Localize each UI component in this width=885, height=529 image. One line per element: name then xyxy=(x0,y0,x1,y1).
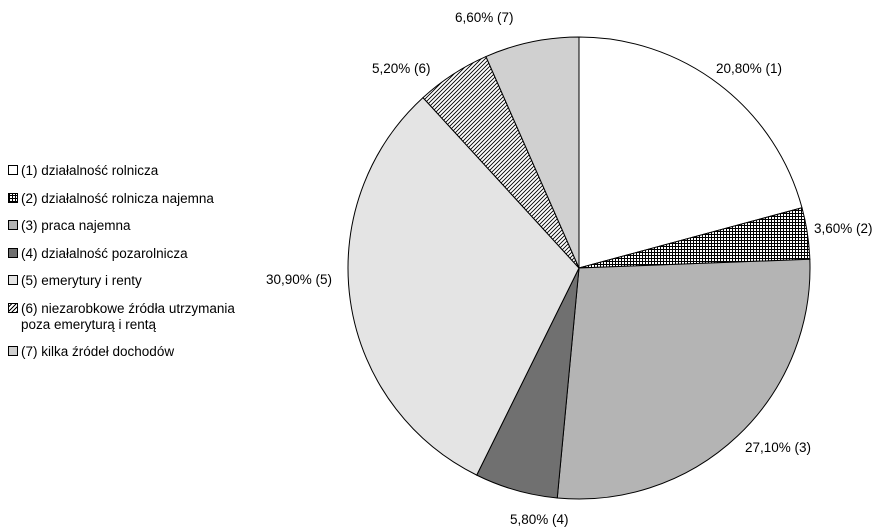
legend-item-6: (6) niezarobkowe źródła utrzymania poza … xyxy=(8,301,235,333)
legend-swatch-1 xyxy=(8,165,18,175)
legend-item-7: (7) kilka źródeł dochodów xyxy=(8,344,235,360)
legend-swatch-3 xyxy=(8,220,18,230)
legend-label-3: (3) praca najemna xyxy=(21,218,131,233)
legend-label-1: (1) działalność rolnicza xyxy=(21,163,159,178)
data-label-6: 5,20% (6) xyxy=(372,61,431,76)
pie-slice-7 xyxy=(485,36,580,269)
legend-swatch-5 xyxy=(8,275,18,285)
legend-swatch-6 xyxy=(8,302,18,313)
legend: (1) działalność rolnicza (2) działalność… xyxy=(8,163,235,372)
pie-slice-1 xyxy=(578,36,803,269)
data-label-2: 3,60% (2) xyxy=(814,221,873,236)
legend-item-1: (1) działalność rolnicza xyxy=(8,163,235,179)
data-label-4: 5,80% (4) xyxy=(510,512,569,527)
data-label-3: 27,10% (3) xyxy=(745,440,811,455)
legend-item-4: (4) działalność pozarolnicza xyxy=(8,246,235,262)
legend-swatch-7 xyxy=(8,346,18,356)
legend-label-6: (6) niezarobkowe źródła utrzymania poza … xyxy=(21,300,235,332)
legend-item-5: (5) emerytury i renty xyxy=(8,273,235,289)
legend-label-4: (4) działalność pozarolnicza xyxy=(21,245,188,261)
legend-item-2: (2) działalność rolnicza najemna xyxy=(8,191,235,207)
legend-swatch-4 xyxy=(8,247,18,258)
legend-label-5: (5) emerytury i renty xyxy=(21,273,142,288)
data-label-5: 30,90% (5) xyxy=(266,272,332,287)
data-label-1: 20,80% (1) xyxy=(716,61,782,76)
pie-slice-5 xyxy=(347,96,580,476)
pie-slice-3 xyxy=(556,258,811,500)
legend-item-3: (3) praca najemna xyxy=(8,218,235,234)
pie-slices xyxy=(347,36,811,500)
pie-data-labels: 20,80% (1) 3,60% (2) 27,10% (3) 5,80% (4… xyxy=(266,10,873,527)
legend-label-2: (2) działalność rolnicza najemna xyxy=(21,190,214,206)
legend-label-7: (7) kilka źródeł dochodów xyxy=(21,344,175,359)
legend-swatch-2 xyxy=(8,192,18,203)
data-label-7: 6,60% (7) xyxy=(455,10,514,25)
